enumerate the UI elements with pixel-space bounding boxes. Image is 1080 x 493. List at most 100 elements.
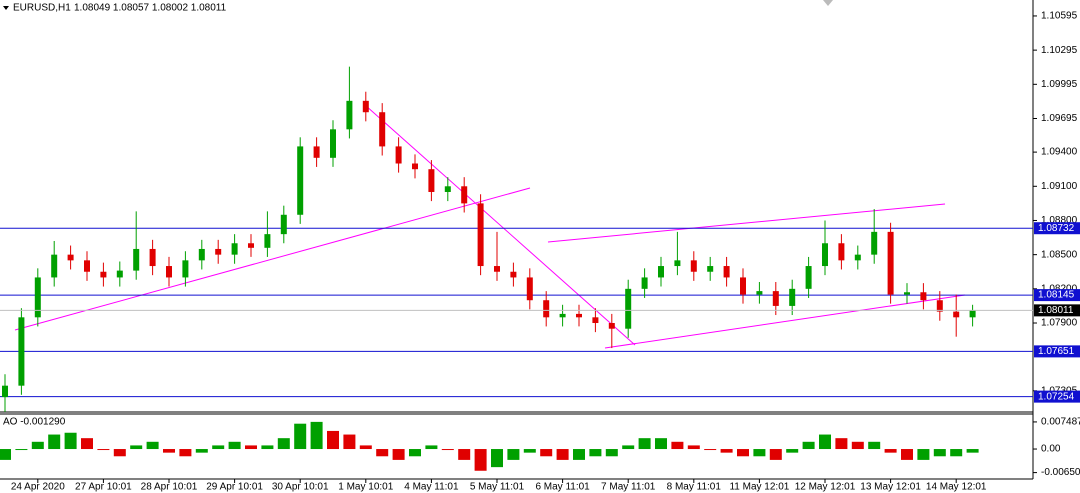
- candle-body: [133, 248, 140, 271]
- ao-bar: [458, 449, 471, 460]
- ao-bar: [97, 449, 110, 451]
- candle-body: [248, 243, 254, 248]
- candle-body: [116, 270, 123, 278]
- candle-body: [740, 277, 746, 295]
- candle-body: [297, 146, 304, 215]
- x-tick-label: 24 Apr 2020: [11, 482, 65, 493]
- candle-body: [854, 254, 861, 261]
- ao-bar: [146, 441, 159, 450]
- candle-body: [166, 266, 172, 278]
- x-tick-label: 5 May 11:01: [470, 482, 525, 493]
- ao-bar: [884, 449, 897, 453]
- trend-line: [14, 187, 531, 331]
- ao-bar: [671, 441, 684, 450]
- candle-body: [412, 163, 418, 170]
- x-tick-label: 29 Apr 10:01: [206, 482, 263, 493]
- ao-bar: [819, 434, 831, 450]
- header-icon: [3, 6, 9, 10]
- ao-bar: [376, 449, 389, 457]
- candle-body: [461, 186, 468, 204]
- candle-body: [592, 317, 599, 324]
- ao-bar: [737, 449, 749, 457]
- x-tick-label: 12 May 12:01: [795, 482, 856, 493]
- ao-bar: [64, 432, 77, 450]
- current-price-label: 1.08011: [1038, 305, 1074, 316]
- candle-body: [280, 214, 287, 235]
- candle-body: [674, 260, 681, 267]
- ao-bar: [901, 449, 913, 460]
- candle-body: [231, 243, 238, 255]
- candle-body: [887, 231, 894, 295]
- ao-bar: [474, 449, 487, 471]
- level-label-box: [1034, 390, 1080, 403]
- candle-body: [51, 254, 58, 278]
- y-tick-label: 1.10595: [1041, 11, 1078, 22]
- candle-body: [838, 243, 845, 261]
- candle-body: [313, 146, 320, 158]
- candle-body: [379, 112, 386, 147]
- x-tick-label: 14 May 12:01: [926, 482, 987, 493]
- ao-bar: [409, 449, 421, 457]
- ao-bar: [0, 449, 11, 460]
- candle-body: [182, 260, 189, 278]
- level-label-box: [1034, 289, 1080, 302]
- y-tick-label: 1.09400: [1041, 147, 1078, 158]
- ao-bar: [950, 449, 963, 457]
- ao-bar: [31, 441, 44, 450]
- ao-bar: [392, 449, 405, 460]
- ao-bar: [81, 438, 93, 450]
- ao-bar: [573, 449, 585, 460]
- candle-body: [362, 100, 369, 113]
- y-tick-label: 1.08800: [1041, 215, 1078, 226]
- candle-body: [625, 288, 632, 329]
- level-label: 1.08145: [1038, 290, 1075, 301]
- candle-body: [789, 288, 796, 306]
- ao-bar: [277, 438, 290, 450]
- ao-bar: [655, 438, 667, 450]
- ao-bar: [933, 449, 946, 457]
- candle-body: [969, 310, 976, 318]
- ao-bar: [359, 445, 372, 450]
- ao-bar: [851, 441, 864, 450]
- ao-bar: [786, 449, 799, 453]
- ao-bar: [622, 445, 635, 450]
- ao-bar: [294, 423, 307, 450]
- ao-bar: [491, 449, 503, 468]
- ao-bar: [343, 434, 356, 450]
- x-tick-label: 28 Apr 10:01: [141, 482, 198, 493]
- candle-body: [543, 300, 550, 318]
- candle-body: [34, 277, 41, 318]
- candle-body: [18, 317, 25, 386]
- candle-body: [444, 186, 451, 192]
- candle-body: [936, 300, 943, 312]
- candle-body: [428, 169, 435, 192]
- candle-body: [904, 292, 910, 295]
- ao-bar: [769, 449, 782, 460]
- candle-body: [690, 260, 697, 272]
- candle-body: [608, 323, 615, 329]
- level-label: 1.07651: [1038, 346, 1075, 357]
- candle-body: [84, 260, 90, 272]
- candle-body: [198, 248, 205, 261]
- ao-bar: [802, 441, 815, 450]
- candle-body: [2, 385, 8, 398]
- current-price-box: [1034, 304, 1080, 317]
- x-tick-label: 7 May 11:01: [601, 482, 656, 493]
- candle-body: [215, 248, 222, 255]
- ao-bar: [720, 449, 733, 453]
- candle-body: [920, 292, 927, 301]
- ao-bar: [917, 449, 930, 460]
- x-tick-label: 30 Apr 10:01: [272, 482, 329, 493]
- candle-body: [871, 231, 878, 255]
- x-tick-label: 1 May 10:01: [338, 482, 393, 493]
- ao-bar: [605, 449, 618, 457]
- candle-body: [149, 248, 156, 267]
- candle-body: [707, 266, 714, 272]
- candle-body: [953, 311, 960, 318]
- y-tick-label: 1.09695: [1041, 113, 1078, 124]
- candle-body: [526, 277, 533, 301]
- ao-bar: [179, 449, 192, 457]
- ao-bar: [868, 441, 881, 450]
- ao-bar: [704, 449, 717, 451]
